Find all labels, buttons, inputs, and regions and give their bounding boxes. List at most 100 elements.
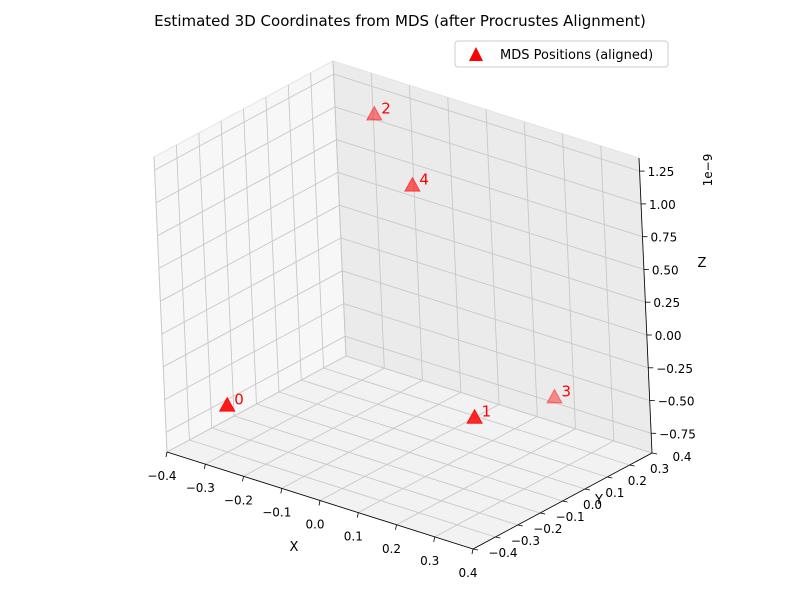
y-tick — [651, 452, 658, 455]
z-tick-label: 1.00 — [649, 198, 676, 212]
axis-panes — [153, 60, 654, 550]
z-gridline-left — [155, 106, 336, 204]
y-gridline-left — [198, 132, 213, 429]
z-gridline-left — [162, 270, 343, 368]
y-gridline-left — [332, 60, 347, 357]
y-tick-label: −0.3 — [511, 534, 540, 548]
y-gridline-floor — [278, 391, 586, 490]
y-tick — [607, 476, 613, 479]
y-tick-label: −0.2 — [533, 522, 562, 536]
z-tick-label: −0.50 — [658, 395, 695, 409]
x-tick — [165, 451, 168, 458]
x-tick — [433, 536, 436, 542]
x-gridline-back — [370, 73, 385, 369]
y-gridline-left — [175, 144, 190, 441]
z-gridline-back — [342, 270, 649, 369]
y-gridline-floor — [256, 403, 563, 502]
x-tick-label: 0.4 — [458, 566, 477, 580]
y-gridline-floor — [233, 415, 541, 514]
z-tick-label: 0.75 — [651, 231, 678, 245]
x-gridline-back — [409, 85, 423, 381]
legend: MDS Positions (aligned) — [454, 40, 669, 68]
y-tick — [540, 512, 546, 515]
data-point-label: 2 — [381, 100, 391, 118]
x-tick-label: −0.3 — [186, 481, 215, 495]
z-gridline-back — [334, 106, 642, 205]
tick-marks — [165, 170, 658, 555]
x-tick — [242, 476, 244, 482]
data-point — [546, 388, 563, 404]
y-gridline-floor — [301, 379, 608, 478]
x-tick-label: 0.3 — [420, 554, 439, 568]
y-gridline-floor — [189, 439, 496, 538]
z-gridline-left — [157, 139, 337, 237]
z-gridline-left — [158, 172, 339, 269]
z-tick-label: 1.25 — [648, 165, 675, 179]
z-tick-label: 0.00 — [655, 329, 682, 343]
data-point-label: 4 — [419, 171, 429, 189]
y-tick — [495, 536, 501, 539]
z-tick-label: 0.25 — [653, 296, 680, 310]
z-gridline-left — [164, 303, 344, 400]
x-axis-label: X — [290, 540, 299, 555]
z-gridline-left — [154, 73, 334, 171]
y-tick-label: 0.1 — [605, 486, 624, 500]
z-gridline-back — [336, 139, 643, 238]
y-tick-label: −0.1 — [556, 510, 585, 524]
y-gridline-left — [265, 96, 280, 393]
z-axis-offset-text: 1e−9 — [701, 154, 715, 187]
data-point — [365, 105, 383, 121]
legend-label: MDS Positions (aligned) — [500, 48, 653, 63]
x-gridline-back — [562, 133, 576, 429]
x-tick — [318, 500, 321, 506]
x-gridline-back — [523, 121, 538, 417]
x-gridline-back — [485, 109, 500, 405]
z-axis-line — [638, 157, 653, 454]
y-gridline-left — [310, 72, 325, 369]
y-tick-label: 0.0 — [583, 498, 602, 512]
x-tick — [356, 512, 359, 518]
x-gridline-back — [600, 145, 615, 441]
x-tick-label: 0.2 — [382, 542, 401, 556]
z-tick-label: −0.25 — [656, 362, 693, 376]
y-gridline-left — [243, 108, 257, 405]
z-gridline-back — [343, 303, 650, 402]
y-tick-label: 0.3 — [650, 462, 669, 476]
z-axis-label: Z — [698, 256, 707, 271]
legend-marker — [469, 47, 483, 61]
x-tick-label: 0.1 — [344, 530, 363, 544]
y-tick — [629, 464, 635, 467]
x-tick — [471, 548, 474, 555]
y-gridline-left — [220, 120, 235, 417]
y-tick-label: 0.2 — [628, 474, 647, 488]
y-tick — [517, 524, 523, 527]
x-gridline-back — [447, 97, 462, 393]
z-gridline-left — [165, 335, 346, 433]
z-gridline-back — [339, 204, 646, 303]
x-tick-label: −0.1 — [262, 505, 291, 519]
x-tick-label: −0.4 — [147, 469, 176, 483]
y-gridline-left — [287, 84, 302, 381]
data-point — [404, 176, 421, 192]
data-point-label: 0 — [234, 391, 244, 409]
y-tick — [584, 488, 590, 491]
z-gridline-back — [344, 335, 652, 434]
z-gridline-back — [340, 237, 647, 336]
data-point — [218, 396, 236, 412]
z-gridline-back — [333, 73, 640, 172]
x-tick-label: −0.2 — [224, 493, 253, 507]
y-tick-label: 0.4 — [672, 450, 691, 464]
y-gridline-floor — [211, 427, 518, 526]
grid-lines — [153, 60, 653, 550]
y-gridline-floor — [345, 355, 653, 454]
x-tick-label: 0.0 — [305, 518, 324, 532]
data-point — [466, 408, 483, 424]
z-gridline-left — [161, 237, 342, 335]
legend-frame — [454, 40, 669, 68]
z-gridline-back — [337, 171, 645, 270]
y-tick-label: −0.4 — [488, 546, 517, 560]
y-axis-label: Y — [594, 493, 603, 508]
x-tick — [203, 464, 206, 470]
x-tick — [280, 488, 283, 494]
